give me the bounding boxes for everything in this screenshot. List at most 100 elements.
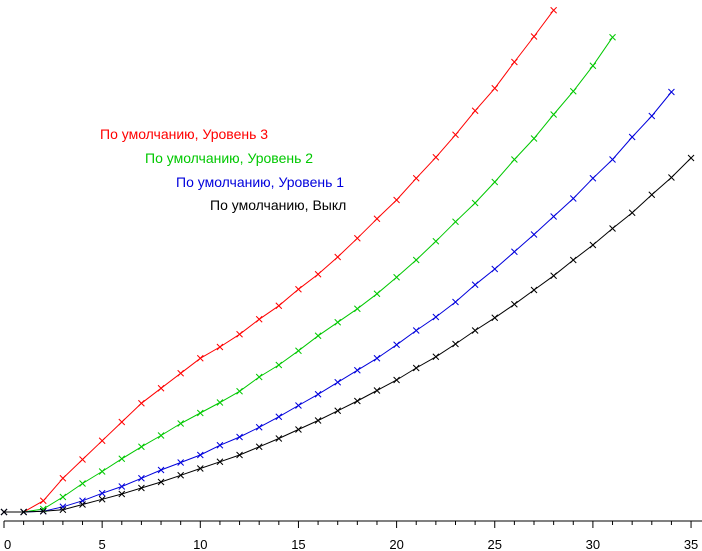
data-point-marker [530,33,538,40]
data-point-marker [393,376,400,384]
data-point-marker [491,84,499,92]
data-point-marker [196,465,204,472]
data-point-marker [471,107,479,115]
series-0 [0,6,557,516]
data-point-marker [569,256,577,264]
data-point-marker [79,501,86,508]
data-point-marker [118,490,126,498]
data-point-marker [196,409,204,417]
data-point-marker [236,387,243,395]
data-point-marker [334,318,342,326]
x-tick-label: 25 [488,537,502,551]
legend-label-level-3: По умолчанию, Уровень 3 [100,126,268,142]
data-point-marker [138,443,145,451]
series-line [4,9,555,513]
data-point-marker [177,471,185,479]
data-point-marker [314,332,322,340]
data-point-marker [589,241,597,249]
data-point-marker [511,156,518,163]
data-point-marker [295,402,302,409]
series-2 [0,88,675,516]
series-line [4,157,692,513]
data-point-marker [353,305,361,313]
data-point-marker [412,327,420,334]
data-point-marker [589,62,597,70]
data-point-marker [118,418,126,426]
data-point-marker [216,458,224,466]
data-point-marker [334,407,342,415]
data-point-marker [216,441,224,449]
data-point-marker [432,237,440,245]
legend-label-level-2: По умолчанию, Уровень 2 [145,150,313,166]
data-point-marker [432,313,440,321]
data-point-marker [589,174,597,182]
data-point-marker [236,330,243,338]
data-point-marker [511,58,518,66]
data-point-marker [530,231,538,238]
data-point-marker [59,506,67,514]
data-point-marker [98,437,106,445]
data-point-marker [373,215,381,223]
legend: По умолчанию, Уровень 3 По умолчанию, Ур… [100,126,346,213]
data-point-marker [334,253,342,261]
data-point-marker [295,347,302,355]
data-point-marker [314,417,322,424]
data-point-marker [668,88,675,96]
data-point-marker [609,225,616,232]
data-point-marker [157,478,165,486]
x-tick-label: 10 [193,537,207,551]
data-point-marker [668,174,675,181]
data-point-marker [550,111,557,118]
data-point-marker [550,6,557,14]
data-point-marker [157,466,165,474]
data-point-marker [255,373,263,381]
data-point-marker [452,340,459,348]
data-point-marker [0,508,8,516]
data-point-marker [275,413,283,421]
data-point-marker [530,286,538,294]
data-point-marker [550,213,557,220]
data-point-marker [20,508,27,516]
data-point-marker [157,432,165,439]
data-point-marker [118,483,126,490]
data-point-marker [138,474,145,482]
data-point-marker [314,390,322,398]
data-point-marker [609,33,616,41]
data-point-marker [98,489,106,497]
data-point-marker [216,399,224,406]
series-line [4,37,613,513]
series-3 [0,154,695,516]
data-point-marker [452,298,459,306]
data-point-marker [255,423,263,431]
data-point-marker [334,378,342,386]
data-point-marker [177,420,185,427]
data-point-marker [255,315,263,323]
data-point-marker [373,290,381,298]
data-point-marker [295,426,302,433]
data-point-marker [118,455,126,463]
data-point-marker [412,256,420,264]
data-point-marker [275,361,283,369]
legend-label-level-1: По умолчанию, Уровень 1 [176,174,344,190]
data-point-marker [609,156,616,163]
data-point-marker [236,451,243,459]
x-tick-label: 0 [4,537,11,551]
data-point-marker [628,209,636,217]
data-point-marker [275,435,283,442]
data-point-marker [452,131,459,139]
data-point-marker [530,135,538,142]
data-point-marker [196,451,204,459]
data-point-marker [491,178,499,186]
x-tick-label: 5 [99,537,106,551]
data-point-marker [157,384,165,392]
data-point-marker [79,480,86,487]
data-point-marker [452,218,459,226]
data-point-marker [255,443,263,451]
data-point-marker [569,195,577,202]
data-point-marker [471,281,479,289]
data-point-marker [511,300,518,308]
data-point-marker [177,459,185,466]
data-point-marker [393,196,400,204]
data-point-marker [196,354,204,362]
